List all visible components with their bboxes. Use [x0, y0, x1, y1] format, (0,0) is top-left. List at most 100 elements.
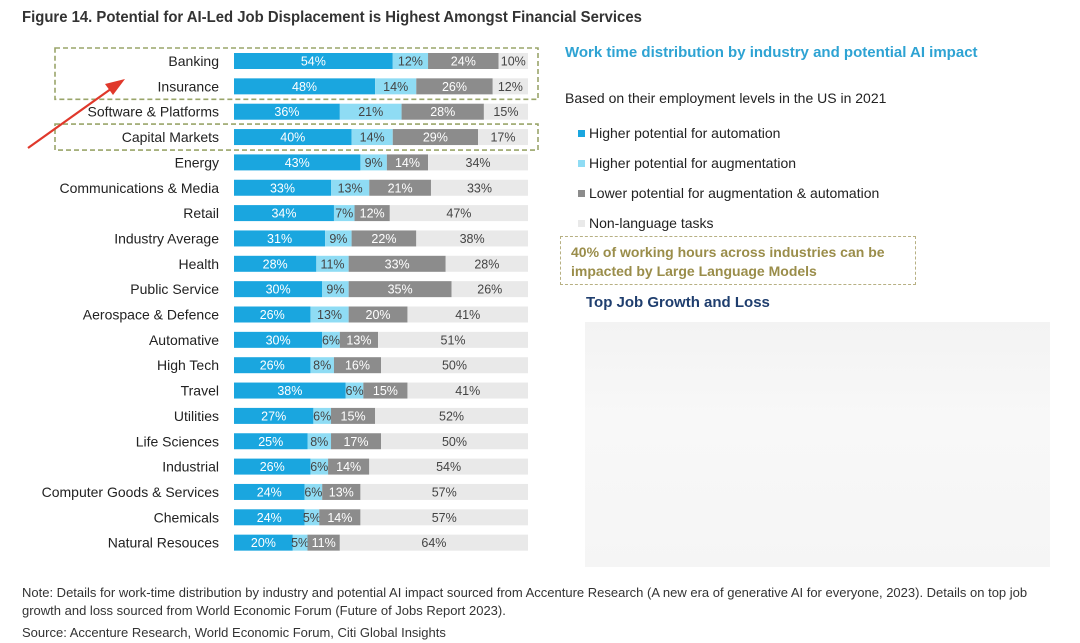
data-label-computer-goods-and-services-s3: 57%: [432, 485, 457, 499]
bar-segment-life-sciences-s3: [381, 433, 528, 450]
bar-segment-insurance-s1: [375, 78, 417, 95]
data-label-high-tech-s1: 8%: [313, 359, 331, 373]
bar-segment-computer-goods-and-services-s0: [234, 483, 305, 500]
data-label-retail-s1: 7%: [335, 207, 353, 221]
figure-title: Figure 14. Potential for AI-Led Job Disp…: [22, 9, 642, 26]
legend-subtitle: Based on their employment levels in the …: [565, 90, 887, 106]
data-label-life-sciences-s2: 17%: [343, 435, 368, 449]
bar-segment-life-sciences-s0: [234, 433, 308, 450]
data-label-automative-s1: 6%: [322, 333, 340, 347]
bar-segment-industry-average-s3: [416, 230, 528, 247]
bar-segment-natural-resouces-s3: [339, 534, 528, 551]
bar-segment-health-s3: [445, 255, 528, 272]
category-label-chemicals: Chemicals: [154, 509, 219, 525]
bar-segment-communications-and-media-s3: [430, 179, 528, 196]
data-label-communications-and-media-s3: 33%: [467, 181, 492, 195]
data-label-banking-s2: 24%: [451, 55, 476, 69]
data-label-natural-resouces-s1: 5%: [291, 536, 309, 550]
category-label-life-sciences: Life Sciences: [136, 433, 219, 449]
category-label-industrial: Industrial: [162, 459, 219, 475]
callout-arrow-line: [27, 85, 116, 149]
data-label-energy-s3: 34%: [466, 156, 491, 170]
source-line: Source: Accenture Research, World Econom…: [22, 625, 446, 640]
category-label-public-service: Public Service: [130, 281, 219, 297]
bar-segment-communications-and-media-s0: [234, 179, 332, 196]
bar-segment-energy-s1: [360, 154, 387, 171]
bar-segment-automative-s2: [339, 331, 379, 348]
bar-segment-retail-s1: [333, 205, 355, 222]
bar-segment-chemicals-s3: [360, 509, 528, 526]
data-label-software-and-platforms-s2: 28%: [430, 105, 455, 119]
data-label-industry-average-s1: 9%: [329, 232, 347, 246]
bar-segment-high-tech-s1: [310, 357, 334, 374]
data-label-travel-s3: 41%: [455, 384, 480, 398]
category-label-travel: Travel: [181, 383, 219, 399]
bar-segment-chemicals-s2: [319, 509, 361, 526]
bar-segment-public-service-s3: [451, 281, 528, 298]
data-label-computer-goods-and-services-s2: 13%: [329, 485, 354, 499]
bar-segment-software-and-platforms-s2: [401, 103, 484, 120]
legend-title: Work time distribution by industry and p…: [565, 44, 978, 61]
bar-segment-communications-and-media-s2: [369, 179, 431, 196]
bar-segment-utilities-s2: [331, 407, 376, 424]
data-label-public-service-s1: 9%: [326, 283, 344, 297]
bar-segment-industrial-s1: [310, 458, 329, 475]
data-label-computer-goods-and-services-s0: 24%: [257, 485, 282, 499]
legend-label: Lower potential for augmentation & autom…: [589, 185, 880, 201]
data-label-automative-s3: 51%: [441, 333, 466, 347]
category-label-aerospace-and-defence: Aerospace & Defence: [83, 307, 219, 323]
data-label-industry-average-s2: 22%: [371, 232, 396, 246]
legend: Higher potential for automation Higher p…: [578, 118, 879, 238]
data-label-capital-markets-s2: 29%: [423, 131, 448, 145]
data-label-insurance-s2: 26%: [442, 80, 467, 94]
bar-segment-banking-s0: [234, 53, 393, 69]
bar-segment-automative-s1: [322, 331, 340, 348]
data-label-health-s2: 33%: [385, 257, 410, 271]
bar-segment-software-and-platforms-s1: [339, 103, 402, 120]
data-label-industrial-s0: 26%: [260, 460, 285, 474]
bar-segment-industrial-s2: [328, 458, 370, 475]
bar-segment-travel-s2: [363, 382, 408, 399]
category-label-high-tech: High Tech: [157, 357, 219, 373]
bar-segment-chemicals-s1: [304, 509, 320, 526]
data-label-automative-s0: 30%: [266, 333, 291, 347]
data-label-aerospace-and-defence-s2: 20%: [366, 308, 391, 322]
highlight-box: [54, 47, 539, 101]
bar-segment-energy-s0: [234, 154, 361, 171]
data-label-life-sciences-s3: 50%: [442, 435, 467, 449]
data-label-high-tech-s3: 50%: [442, 359, 467, 373]
data-label-chemicals-s0: 24%: [257, 511, 282, 525]
category-label-energy: Energy: [175, 154, 219, 170]
bar-segment-travel-s3: [407, 382, 528, 399]
category-label-software-and-platforms: Software & Platforms: [88, 104, 220, 120]
bar-segment-utilities-s3: [375, 407, 528, 424]
legend-swatch: [578, 219, 585, 227]
bar-segment-banking-s3: [498, 53, 528, 69]
data-label-insurance-s0: 48%: [292, 80, 317, 94]
bar-segment-industry-average-s2: [351, 230, 417, 247]
data-label-utilities-s3: 52%: [439, 409, 464, 423]
highlight-box: [54, 123, 539, 151]
bar-segment-computer-goods-and-services-s1: [304, 483, 323, 500]
data-label-communications-and-media-s2: 21%: [388, 181, 413, 195]
bar-segment-capital-markets-s3: [478, 129, 528, 146]
bar-segment-health-s0: [234, 255, 317, 272]
bar-segment-life-sciences-s2: [331, 433, 381, 450]
data-label-energy-s2: 14%: [395, 156, 420, 170]
bar-segment-computer-goods-and-services-s3: [360, 483, 528, 500]
category-label-industry-average: Industry Average: [114, 230, 219, 246]
data-label-industry-average-s0: 31%: [267, 232, 292, 246]
data-label-travel-s2: 15%: [373, 384, 398, 398]
legend-swatch: [578, 129, 585, 137]
data-label-capital-markets-s3: 17%: [490, 131, 515, 145]
category-label-retail: Retail: [183, 205, 219, 221]
data-label-industry-average-s3: 38%: [460, 232, 485, 246]
category-label-insurance: Insurance: [158, 78, 220, 94]
data-label-banking-s3: 10%: [501, 55, 526, 69]
bar-segment-natural-resouces-s2: [307, 534, 340, 551]
data-label-energy-s0: 43%: [285, 156, 310, 170]
bar-segment-retail-s0: [234, 205, 334, 222]
data-label-software-and-platforms-s3: 15%: [493, 105, 518, 119]
bar-segment-utilities-s0: [234, 407, 314, 424]
data-label-banking-s0: 54%: [301, 55, 326, 69]
